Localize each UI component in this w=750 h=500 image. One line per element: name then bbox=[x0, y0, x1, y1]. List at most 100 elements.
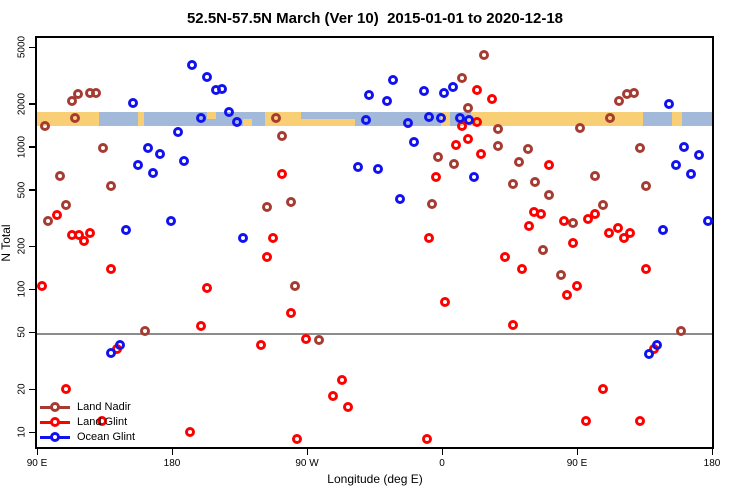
data-point bbox=[581, 415, 591, 426]
data-point bbox=[98, 143, 108, 154]
y-tick-mark bbox=[29, 431, 35, 433]
data-point bbox=[582, 214, 593, 225]
data-point bbox=[455, 113, 465, 124]
data-point bbox=[435, 113, 446, 124]
data-point bbox=[423, 111, 434, 122]
y-tick-mark bbox=[29, 388, 35, 391]
y-tick-label: 20 bbox=[16, 383, 28, 395]
data-point bbox=[276, 130, 287, 141]
legend-item: Ocean Glint bbox=[40, 430, 180, 445]
y-tick-mark bbox=[29, 189, 35, 191]
data-point bbox=[402, 118, 413, 129]
data-point bbox=[590, 171, 600, 182]
data-point bbox=[300, 333, 311, 344]
data-point bbox=[629, 87, 639, 98]
data-point bbox=[143, 143, 153, 154]
legend-item-label: Land Glint bbox=[77, 416, 128, 428]
y-tick-label: 50 bbox=[16, 326, 28, 338]
data-point bbox=[179, 155, 189, 166]
y-tick-label: 100 bbox=[16, 281, 28, 298]
data-point bbox=[507, 320, 518, 331]
data-point bbox=[39, 121, 50, 132]
map-band-segment bbox=[37, 112, 99, 126]
data-point bbox=[372, 163, 383, 174]
data-point bbox=[195, 321, 206, 332]
data-point bbox=[476, 149, 486, 160]
data-point bbox=[276, 169, 287, 180]
data-point bbox=[618, 232, 629, 243]
data-point bbox=[440, 297, 450, 308]
data-point bbox=[558, 216, 569, 227]
data-point bbox=[132, 160, 143, 171]
data-point bbox=[336, 375, 347, 386]
data-point bbox=[173, 127, 183, 138]
data-point bbox=[543, 189, 554, 200]
data-point bbox=[671, 160, 681, 171]
data-point bbox=[675, 326, 686, 337]
data-point bbox=[686, 169, 696, 180]
data-point bbox=[60, 200, 71, 211]
data-point bbox=[78, 235, 89, 246]
data-point bbox=[291, 433, 302, 444]
y-tick-label: 1000 bbox=[16, 135, 28, 158]
data-point bbox=[363, 90, 374, 101]
data-point bbox=[456, 73, 467, 84]
data-point bbox=[635, 415, 645, 426]
plot-border bbox=[35, 36, 714, 449]
data-point bbox=[314, 335, 324, 346]
data-point bbox=[555, 270, 566, 281]
data-point bbox=[36, 281, 47, 292]
data-point bbox=[462, 133, 473, 144]
data-point bbox=[255, 339, 266, 350]
map-band-segment bbox=[251, 112, 265, 126]
data-point bbox=[644, 349, 654, 360]
data-point bbox=[462, 103, 473, 114]
map-band-segment bbox=[206, 119, 216, 126]
data-point bbox=[657, 225, 668, 236]
data-point bbox=[165, 216, 176, 227]
data-point bbox=[572, 281, 582, 292]
data-point bbox=[450, 139, 461, 150]
data-point bbox=[360, 114, 371, 125]
x-tick-mark bbox=[171, 449, 173, 455]
data-point bbox=[186, 59, 197, 70]
x-tick-label: 90 E bbox=[26, 458, 48, 469]
map-band-segment bbox=[355, 112, 441, 126]
data-point bbox=[120, 225, 131, 236]
y-tick-label: 200 bbox=[16, 238, 28, 255]
data-point bbox=[423, 232, 434, 243]
y-tick-mark bbox=[29, 331, 35, 334]
data-point bbox=[575, 122, 585, 133]
map-band-segment bbox=[98, 112, 138, 126]
data-point bbox=[516, 263, 527, 274]
data-point bbox=[72, 89, 83, 100]
data-point bbox=[128, 98, 138, 109]
map-band-segment bbox=[449, 112, 460, 126]
y-axis-label: N Total bbox=[0, 224, 13, 262]
y-tick-label: 2000 bbox=[16, 92, 28, 115]
data-point bbox=[537, 244, 548, 255]
data-point bbox=[524, 220, 534, 231]
data-point bbox=[479, 50, 489, 61]
data-point bbox=[51, 210, 62, 221]
x-tick-mark bbox=[441, 449, 443, 455]
data-point bbox=[105, 181, 116, 192]
x-tick-mark bbox=[576, 449, 578, 455]
data-point bbox=[60, 384, 71, 395]
map-band-segment bbox=[671, 112, 682, 126]
x-tick-label: 180 bbox=[163, 458, 181, 469]
data-point bbox=[522, 143, 533, 154]
chart-title: 52.5N-57.5N March (Ver 10) 2015-01-01 to… bbox=[186, 10, 564, 27]
data-point bbox=[342, 401, 353, 412]
x-tick-label: 90 W bbox=[295, 458, 319, 469]
data-point bbox=[471, 85, 482, 96]
data-point bbox=[567, 238, 578, 249]
y-tick-label: 5000 bbox=[16, 36, 28, 59]
x-tick-mark bbox=[711, 449, 713, 455]
map-band-segment bbox=[682, 112, 712, 126]
x-tick-mark bbox=[36, 449, 38, 455]
data-point bbox=[216, 84, 227, 95]
reference-line-50 bbox=[37, 333, 712, 335]
data-point bbox=[408, 137, 419, 148]
data-point bbox=[641, 181, 651, 192]
